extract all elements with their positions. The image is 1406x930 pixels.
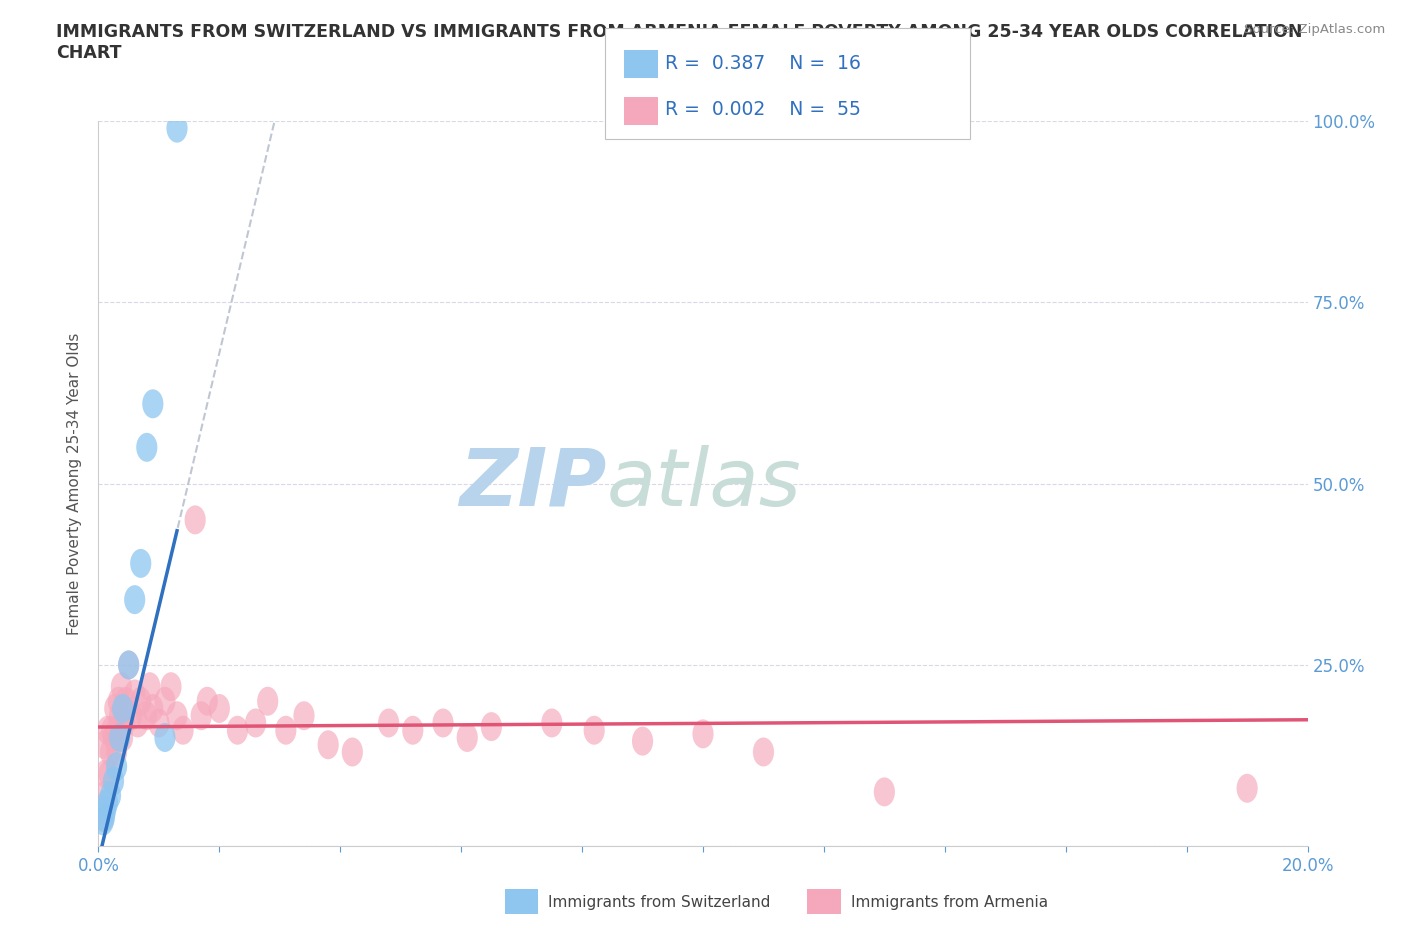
Ellipse shape (148, 709, 170, 737)
Ellipse shape (184, 505, 205, 535)
Ellipse shape (166, 113, 187, 142)
Ellipse shape (105, 752, 127, 781)
Ellipse shape (873, 777, 896, 806)
Ellipse shape (108, 686, 129, 716)
Ellipse shape (692, 720, 714, 749)
Text: ZIP: ZIP (458, 445, 606, 523)
Ellipse shape (155, 723, 176, 752)
Ellipse shape (103, 723, 124, 752)
Ellipse shape (91, 795, 112, 825)
Ellipse shape (118, 650, 139, 680)
Ellipse shape (318, 730, 339, 759)
Ellipse shape (752, 737, 775, 766)
Ellipse shape (541, 709, 562, 737)
Ellipse shape (583, 716, 605, 745)
Ellipse shape (402, 716, 423, 745)
Ellipse shape (110, 701, 131, 730)
Ellipse shape (457, 723, 478, 752)
Ellipse shape (100, 781, 121, 810)
Ellipse shape (433, 709, 454, 737)
Ellipse shape (191, 701, 212, 730)
Ellipse shape (173, 716, 194, 745)
Ellipse shape (342, 737, 363, 766)
Ellipse shape (142, 694, 163, 723)
Ellipse shape (1236, 774, 1258, 803)
Ellipse shape (96, 759, 117, 789)
Ellipse shape (121, 701, 142, 730)
Ellipse shape (245, 709, 266, 737)
Ellipse shape (98, 759, 120, 789)
Ellipse shape (94, 803, 115, 831)
Ellipse shape (276, 716, 297, 745)
Text: Source: ZipAtlas.com: Source: ZipAtlas.com (1244, 23, 1385, 36)
Ellipse shape (96, 795, 117, 825)
Ellipse shape (166, 701, 187, 730)
Ellipse shape (208, 694, 231, 723)
Text: R =  0.387    N =  16: R = 0.387 N = 16 (665, 54, 860, 73)
Ellipse shape (100, 737, 121, 766)
Ellipse shape (97, 716, 118, 745)
Text: R =  0.002    N =  55: R = 0.002 N = 55 (665, 100, 860, 119)
Ellipse shape (97, 789, 118, 817)
Ellipse shape (112, 694, 134, 723)
Ellipse shape (103, 766, 124, 795)
Ellipse shape (127, 709, 148, 737)
Ellipse shape (131, 549, 152, 578)
Y-axis label: Female Poverty Among 25-34 Year Olds: Female Poverty Among 25-34 Year Olds (67, 332, 83, 635)
Ellipse shape (131, 686, 152, 716)
Ellipse shape (226, 716, 247, 745)
Ellipse shape (91, 803, 114, 831)
Ellipse shape (105, 737, 127, 766)
Ellipse shape (631, 726, 654, 755)
Ellipse shape (114, 709, 135, 737)
Ellipse shape (136, 432, 157, 462)
Text: Immigrants from Armenia: Immigrants from Armenia (851, 895, 1047, 910)
Ellipse shape (94, 781, 115, 810)
Ellipse shape (481, 712, 502, 741)
Ellipse shape (378, 709, 399, 737)
Ellipse shape (142, 390, 163, 418)
Ellipse shape (155, 686, 176, 716)
Ellipse shape (118, 650, 139, 680)
Ellipse shape (101, 716, 122, 745)
Ellipse shape (105, 716, 127, 745)
Ellipse shape (124, 585, 145, 614)
Ellipse shape (197, 686, 218, 716)
Ellipse shape (115, 686, 136, 716)
Ellipse shape (110, 723, 131, 752)
Text: atlas: atlas (606, 445, 801, 523)
Ellipse shape (160, 672, 181, 701)
Ellipse shape (104, 694, 125, 723)
Ellipse shape (139, 672, 160, 701)
Ellipse shape (93, 806, 114, 835)
Ellipse shape (111, 672, 132, 701)
Ellipse shape (112, 723, 134, 752)
Ellipse shape (136, 701, 157, 730)
Text: IMMIGRANTS FROM SWITZERLAND VS IMMIGRANTS FROM ARMENIA FEMALE POVERTY AMONG 25-3: IMMIGRANTS FROM SWITZERLAND VS IMMIGRANT… (56, 23, 1303, 62)
Text: Immigrants from Switzerland: Immigrants from Switzerland (548, 895, 770, 910)
Ellipse shape (294, 701, 315, 730)
Ellipse shape (94, 730, 115, 759)
Ellipse shape (257, 686, 278, 716)
Ellipse shape (124, 680, 145, 709)
